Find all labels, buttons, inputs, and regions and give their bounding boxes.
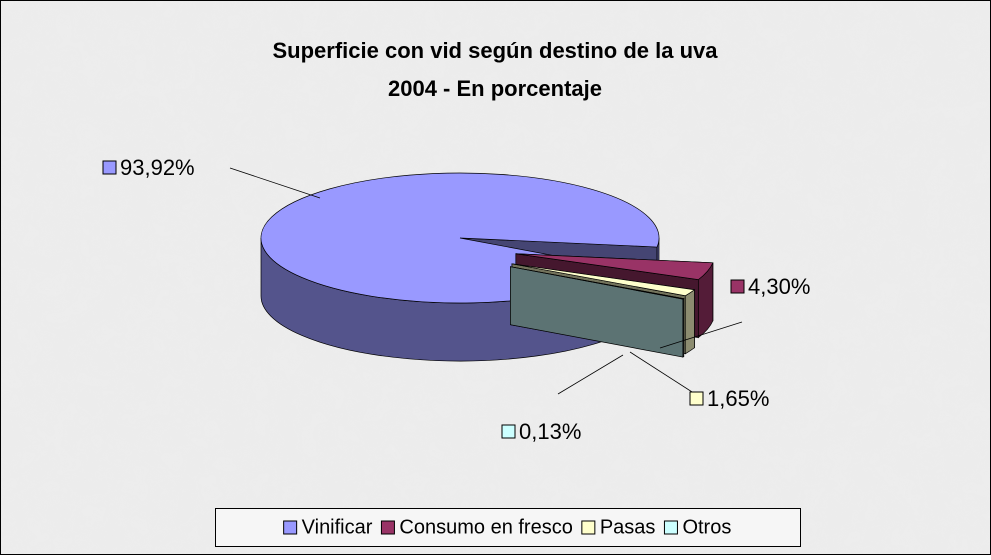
slice xyxy=(510,266,685,300)
data-label: 0,13% xyxy=(519,419,581,444)
leader-line xyxy=(229,167,321,199)
legend-box xyxy=(215,508,801,547)
slice-wall xyxy=(682,298,685,358)
chart-title: Superficie con vid según destino de la u… xyxy=(273,38,719,63)
label-swatch xyxy=(102,160,117,175)
legend-label: Pasas xyxy=(600,516,656,538)
label-swatch xyxy=(730,279,745,294)
label-swatch xyxy=(501,424,516,439)
data-label: 4,30% xyxy=(748,274,810,299)
legend-swatch xyxy=(581,520,596,535)
legend-label: Otros xyxy=(682,516,731,538)
legend-swatch xyxy=(380,520,395,535)
legend-label: Consumo en fresco xyxy=(399,516,572,538)
slice xyxy=(515,253,714,280)
slice-wall xyxy=(684,289,695,355)
slice xyxy=(511,263,696,297)
data-label: 93,92% xyxy=(120,155,195,180)
label-swatch xyxy=(689,391,704,406)
leader-line xyxy=(659,321,743,349)
leader-line xyxy=(557,354,624,395)
legend-label: Vinificar xyxy=(302,516,373,538)
leader-line xyxy=(629,351,704,400)
legend-swatch xyxy=(283,520,298,535)
chart-subtitle: 2004 - En porcentaje xyxy=(388,76,602,101)
data-label: 1,65% xyxy=(707,386,769,411)
legend-swatch xyxy=(663,520,678,535)
